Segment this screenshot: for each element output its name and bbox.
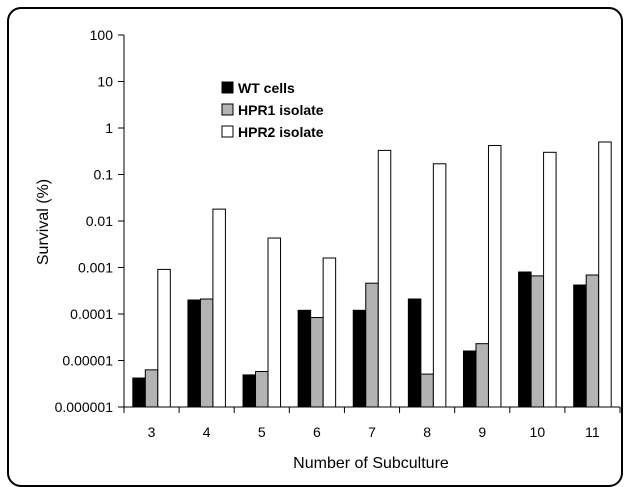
bar [212,208,226,408]
legend-swatch [221,103,234,116]
bar [297,309,312,408]
bar [530,275,545,408]
bar [475,343,489,408]
bar [407,298,422,408]
bar [420,373,434,408]
bar [518,271,532,408]
x-tick-label: 11 [585,424,600,440]
bar [352,309,367,408]
bar [598,141,612,408]
x-tick-label: 5 [258,424,266,440]
bar [255,371,269,408]
y-tick-label: 10 [97,74,113,90]
legend-label: WT cells [238,80,295,96]
x-tick-label: 10 [530,424,546,440]
y-tick-label: 0.000001 [55,399,114,415]
y-tick-label: 0.1 [94,167,114,183]
bar [310,317,324,408]
x-tick-label: 3 [148,424,156,440]
legend-label: HPR2 isolate [238,124,324,140]
x-tick-label: 4 [203,424,211,440]
x-tick-label: 7 [368,424,376,440]
bar [199,298,214,408]
bar [543,151,557,408]
legend-swatch [221,125,234,138]
bar [487,145,502,408]
survival-bar-chart: 1001010.10.010.0010.00010.000010.000001 … [35,27,621,472]
bar [187,299,201,408]
legend-label: HPR1 isolate [238,102,324,118]
bar [377,149,392,408]
bar [432,163,447,408]
y-tick-label: 100 [90,27,114,43]
x-axis-label: Number of Subculture [293,455,449,472]
bar [242,374,257,408]
y-tick-label: 0.0001 [70,306,113,322]
x-tick-label: 6 [313,424,321,440]
bar [157,268,171,408]
y-tick-label: 1 [105,120,113,136]
y-axis-label: Survival (%) [35,179,52,265]
bar [322,257,337,408]
bar [585,274,600,408]
legend: WT cells HPR1 isolate HPR2 isolate [221,80,324,140]
bar [365,282,379,408]
y-tick-labels: 100 10 1 0.1 0.01 0.001 0.0001 0.00001 0.000001 [55,27,114,415]
bar [144,369,159,408]
y-tick-label: 0.00001 [62,353,113,369]
x-tick-label: 9 [478,424,486,440]
y-tick-label: 0.001 [78,260,113,276]
y-tick-label: 0.01 [86,213,113,229]
bar [462,350,477,408]
bar [573,284,587,408]
bar [267,237,282,408]
x-tick-labels: 3 4 5 6 7 8 9 10 11 [148,424,600,440]
legend-swatch [221,81,234,94]
x-tick-label: 8 [423,424,431,440]
axes-layer [118,34,621,413]
bar [132,377,146,408]
bars-layer [132,141,612,408]
